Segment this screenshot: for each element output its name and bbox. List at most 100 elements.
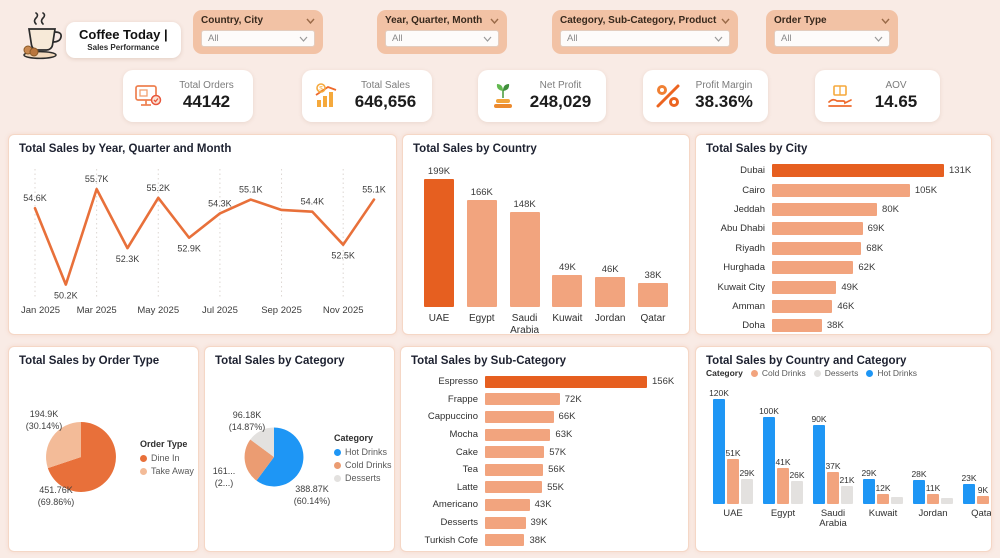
legend-dot — [334, 448, 341, 456]
category-label: Dubai — [740, 165, 765, 177]
column-bar-kuwait-cold-drinks[interactable] — [877, 493, 889, 504]
column-bar-saudi-arabia[interactable] — [509, 211, 540, 307]
column-bar-jordan[interactable] — [595, 277, 626, 307]
bar-cake[interactable] — [485, 446, 545, 459]
legend-title: Order Type — [140, 439, 188, 449]
bar-dubai[interactable] — [772, 164, 944, 178]
legend-item-cold-drinks[interactable]: Cold Drinks — [750, 368, 806, 378]
coffee-cup-logo-icon — [23, 12, 62, 60]
x-axis-label: Qatar — [640, 313, 666, 324]
pie-slice-hot-drinks[interactable] — [256, 427, 304, 487]
bar-mocha[interactable] — [485, 428, 551, 441]
legend-item-desserts[interactable]: Desserts — [334, 473, 392, 483]
filter-date-header[interactable]: Year, Quarter, Month — [385, 15, 499, 26]
bar-latte[interactable] — [485, 481, 543, 494]
column-value-label: 26K — [789, 470, 805, 481]
bar-desserts[interactable] — [485, 516, 526, 529]
column-bar-egypt-hot-drinks[interactable] — [763, 416, 775, 504]
category-label: Cairo — [742, 184, 765, 196]
brand-subtitle: Sales Performance — [87, 43, 160, 52]
bar-kuwait-city[interactable] — [772, 280, 837, 294]
column-bar-uae-hot-drinks[interactable] — [713, 399, 725, 504]
bar-cappuccino[interactable] — [485, 410, 554, 423]
column-bar-jordan-hot-drinks[interactable] — [913, 479, 925, 504]
column-value-label: 11K — [925, 483, 941, 494]
chart-title: Total Sales by City — [706, 143, 808, 155]
bar-amman[interactable] — [772, 299, 833, 313]
bar-hurghada[interactable] — [772, 261, 854, 275]
column-value-label: 29K — [739, 467, 755, 478]
bar-tea[interactable] — [485, 463, 544, 476]
filter-order-type-header[interactable]: Order Type — [774, 15, 890, 26]
column-bar-qatar-cold-drinks[interactable] — [977, 496, 989, 504]
bar-frappe[interactable] — [485, 393, 560, 406]
sales-growth-icon: $ — [315, 83, 337, 107]
bar-americano[interactable] — [485, 498, 530, 511]
column-bar-uae-desserts[interactable] — [741, 478, 753, 504]
country-category-legend: Category Cold Drinks Desserts Hot Drinks — [696, 367, 991, 378]
column-value-label: 12K — [875, 482, 891, 493]
column-bar-uae[interactable] — [424, 179, 454, 307]
chevron-down-icon — [490, 18, 499, 24]
column-bar-jordan-desserts[interactable] — [941, 497, 953, 504]
category-label: Hurghada — [723, 262, 765, 274]
data-label: 52.9K — [177, 244, 201, 254]
bar-row-amman: Amman 46K — [708, 297, 979, 316]
pie-slice-desserts[interactable] — [250, 427, 274, 457]
filter-order-type-dropdown[interactable]: All — [774, 30, 890, 47]
column-value-label: 120K — [709, 388, 729, 398]
category-label: Americano — [432, 499, 478, 511]
column-bar-egypt[interactable] — [466, 200, 497, 307]
bar-espresso[interactable] — [485, 375, 647, 388]
legend-item-take-away[interactable]: Take Away — [140, 466, 194, 476]
bar-doha[interactable] — [772, 319, 822, 333]
chart-title: Total Sales by Country and Category — [706, 355, 907, 367]
bar-riyadh[interactable] — [772, 241, 862, 255]
column-value-label: 199K — [427, 166, 451, 177]
bar-jeddah[interactable] — [772, 202, 878, 216]
sales-line[interactable] — [33, 187, 376, 286]
filter-country-city-header[interactable]: Country, City — [201, 15, 315, 26]
column-value-label: 9K — [977, 485, 989, 496]
filter-country-city-dropdown[interactable]: All — [201, 30, 315, 47]
column-group-kuwait: 49K Kuwait — [547, 161, 587, 334]
bar-cairo[interactable] — [772, 183, 910, 197]
legend-item-hot-drinks[interactable]: Hot Drinks — [866, 368, 917, 378]
chart-title: Total Sales by Order Type — [19, 355, 160, 367]
column-bar-jordan-cold-drinks[interactable] — [927, 494, 939, 504]
bar-value-label: 69K — [867, 223, 885, 235]
column-bar-saudi-arabia-hot-drinks[interactable] — [813, 425, 825, 504]
filter-product-header[interactable]: Category, Sub-Category, Product — [560, 15, 730, 26]
legend-item-hot-drinks[interactable]: Hot Drinks — [334, 447, 392, 457]
bar-abu-dhabi[interactable] — [772, 222, 863, 236]
column-bar-qatar-hot-drinks[interactable] — [963, 483, 975, 504]
pie-slice-dine-in[interactable] — [47, 422, 116, 492]
filter-date-dropdown[interactable]: All — [385, 30, 499, 47]
column-bar-kuwait-hot-drinks[interactable] — [863, 478, 875, 504]
bar-value-label: 55K — [547, 481, 565, 493]
bar-row-cappuccino: Cappuccino 66K — [413, 408, 676, 426]
x-axis-tick: Mar 2025 — [77, 305, 117, 316]
pie-slice-take-away[interactable] — [46, 422, 81, 469]
column-bar-kuwait-desserts[interactable] — [891, 497, 903, 504]
data-label: 54.4K — [301, 197, 325, 207]
column-bar-qatar-desserts[interactable] — [991, 499, 992, 504]
column-bar-saudi-arabia-cold-drinks[interactable] — [827, 471, 839, 504]
legend-item-cold-drinks[interactable]: Cold Drinks — [334, 460, 392, 470]
legend-item-desserts[interactable]: Desserts — [813, 368, 858, 378]
column-bar-egypt-cold-drinks[interactable] — [777, 468, 789, 504]
column-bar-qatar[interactable] — [637, 282, 668, 307]
column-bar-uae-cold-drinks[interactable] — [727, 459, 739, 504]
filter-product-dropdown[interactable]: All — [560, 30, 730, 47]
column-bar-saudi-arabia-desserts[interactable] — [841, 485, 853, 504]
column-bar-egypt-desserts[interactable] — [791, 481, 803, 504]
filter-country-city: Country, City All — [193, 10, 323, 54]
x-axis-label: Qatar — [971, 508, 992, 519]
panel-monthly-sales: Total Sales by Year, Quarter and Month J… — [8, 134, 397, 335]
column-bar-kuwait[interactable] — [552, 275, 583, 307]
bar-row-espresso: Espresso 156K — [413, 373, 676, 391]
group-jordan: 28K 11K Jordan — [908, 382, 958, 531]
legend-item-dine-in[interactable]: Dine In — [140, 453, 194, 463]
bar-turkish-cofe[interactable] — [485, 534, 525, 547]
pie-slice-cold-drinks[interactable] — [244, 439, 274, 481]
